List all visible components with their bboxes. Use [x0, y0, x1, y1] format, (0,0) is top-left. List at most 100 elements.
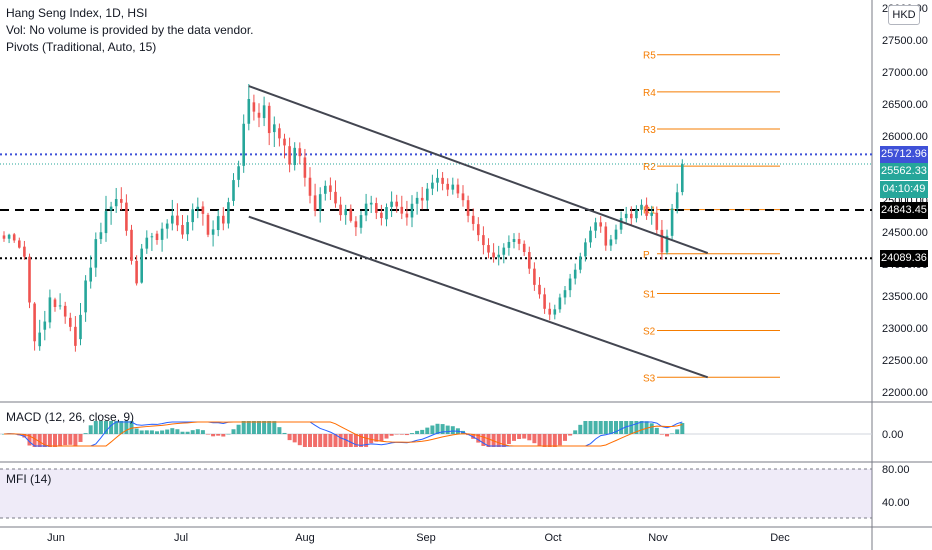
pivot-label: R3: [643, 125, 656, 136]
candle-body-up: [624, 213, 628, 219]
macd-histogram-bar: [2, 434, 6, 435]
month-tick-label: Nov: [648, 532, 668, 544]
candle-body-down: [405, 213, 409, 218]
macd-histogram-bar: [430, 425, 435, 434]
candle-body-up: [94, 239, 98, 268]
candle-body-up: [568, 278, 572, 291]
candle-body-down: [630, 213, 633, 219]
candle-body-up: [512, 239, 516, 242]
candle-body-up: [390, 201, 393, 207]
candle-body-down: [599, 222, 602, 227]
candle-body-down: [477, 224, 480, 236]
macd-label[interactable]: MACD (12, 26, close, 9): [6, 410, 135, 424]
macd-histogram-bar: [512, 434, 516, 441]
candle-body-down: [283, 138, 286, 146]
candle-body-up: [232, 180, 235, 201]
macd-histogram-bar: [608, 421, 613, 434]
macd-histogram-bar: [573, 430, 578, 434]
candle-body-up: [451, 184, 455, 190]
macd-histogram-bar: [384, 434, 389, 439]
macd-histogram-bar: [160, 430, 165, 434]
macd-histogram-bar: [415, 430, 420, 434]
candle-body-up: [681, 164, 684, 193]
candle-body-down: [12, 234, 16, 241]
macd-histogram-bar: [165, 429, 170, 434]
price-tick-label: 27000.00: [882, 67, 928, 79]
candle-body-down: [308, 177, 312, 196]
candle-body-up: [497, 254, 500, 258]
volume-note: Vol: No volume is provided by the data v…: [6, 23, 254, 37]
macd-histogram-bar: [665, 434, 669, 437]
candle-body-up: [410, 203, 414, 218]
macd-histogram-bar: [297, 434, 302, 446]
macd-histogram-bar: [338, 434, 343, 447]
candle-body-down: [548, 308, 551, 315]
macd-histogram-bar: [614, 421, 618, 434]
candle-body-up: [619, 218, 623, 230]
macd-tick-label: 0.00: [882, 429, 903, 441]
candle-body-up: [635, 209, 638, 219]
channel-upper-line: [248, 85, 709, 255]
candle-body-down: [517, 239, 521, 244]
macd-histogram-bar: [83, 433, 88, 434]
candle-body-down: [441, 177, 444, 184]
macd-histogram-bar: [267, 421, 272, 434]
candle-body-down: [487, 245, 490, 253]
macd-histogram-bar: [670, 433, 675, 434]
candle-body-down: [252, 102, 256, 112]
candle-body-down: [28, 256, 31, 303]
macd-histogram-bar: [241, 421, 246, 434]
pivot-label: S2: [643, 327, 656, 338]
macd-histogram-bar: [389, 434, 394, 436]
macd-histogram-bar: [155, 431, 159, 434]
macd-histogram-bar: [649, 423, 654, 434]
macd-histogram-bar: [323, 434, 328, 447]
macd-histogram-bar: [420, 429, 425, 434]
macd-histogram-bar: [292, 434, 297, 443]
candle-body-up: [79, 314, 82, 340]
macd-histogram-bar: [532, 434, 537, 444]
price-tick-label: 23000.00: [882, 323, 928, 335]
trend-channel[interactable]: [248, 85, 709, 379]
macd-histogram-bar: [93, 421, 98, 434]
month-tick-label: Jul: [174, 532, 188, 544]
candle-body-up: [7, 234, 11, 239]
macd-histogram-bar: [654, 427, 659, 434]
candle-body-up: [262, 105, 266, 119]
macd-histogram-bar: [129, 421, 134, 434]
candle-body-up: [84, 280, 87, 313]
price-tag-dashed-level: 24843.45: [880, 202, 928, 219]
candle-body-down: [135, 260, 138, 284]
currency-label[interactable]: HKD: [888, 5, 920, 25]
candle-body-down: [456, 184, 460, 194]
macd-histogram-bar: [399, 434, 404, 435]
macd-histogram-bar: [114, 421, 119, 434]
channel-lower-line: [248, 215, 709, 379]
macd-histogram-bar: [624, 421, 629, 434]
pivot-label: R5: [643, 51, 656, 62]
candle-body-down: [533, 268, 536, 285]
macd-histogram-bar: [313, 434, 318, 447]
candle-body-up: [614, 229, 618, 240]
candle-body-up: [160, 228, 164, 240]
pivot-label: S1: [643, 289, 656, 300]
macd-histogram-bar: [216, 434, 221, 436]
mfi-label[interactable]: MFI (14): [6, 472, 52, 486]
macd-histogram-bar: [88, 425, 93, 434]
candle-body-up: [589, 230, 592, 243]
macd-histogram-bar: [272, 421, 277, 434]
macd-histogram-bar: [190, 430, 195, 434]
candle-body-down: [125, 202, 128, 231]
macd-histogram-bar: [262, 421, 267, 434]
month-tick-label: Oct: [544, 532, 561, 544]
candle-body-down: [660, 229, 664, 253]
macd-histogram-bar: [506, 434, 511, 445]
macd-histogram-bar: [343, 434, 348, 447]
candle-body-down: [492, 252, 495, 258]
macd-histogram-bar: [200, 430, 205, 434]
symbol-title[interactable]: Hang Seng Index, 1D, HSI: [6, 6, 148, 20]
candle-body-down: [201, 206, 205, 214]
pivots-indicator-label[interactable]: Pivots (Traditional, Auto, 15): [6, 40, 157, 54]
candle-body-down: [645, 204, 648, 216]
